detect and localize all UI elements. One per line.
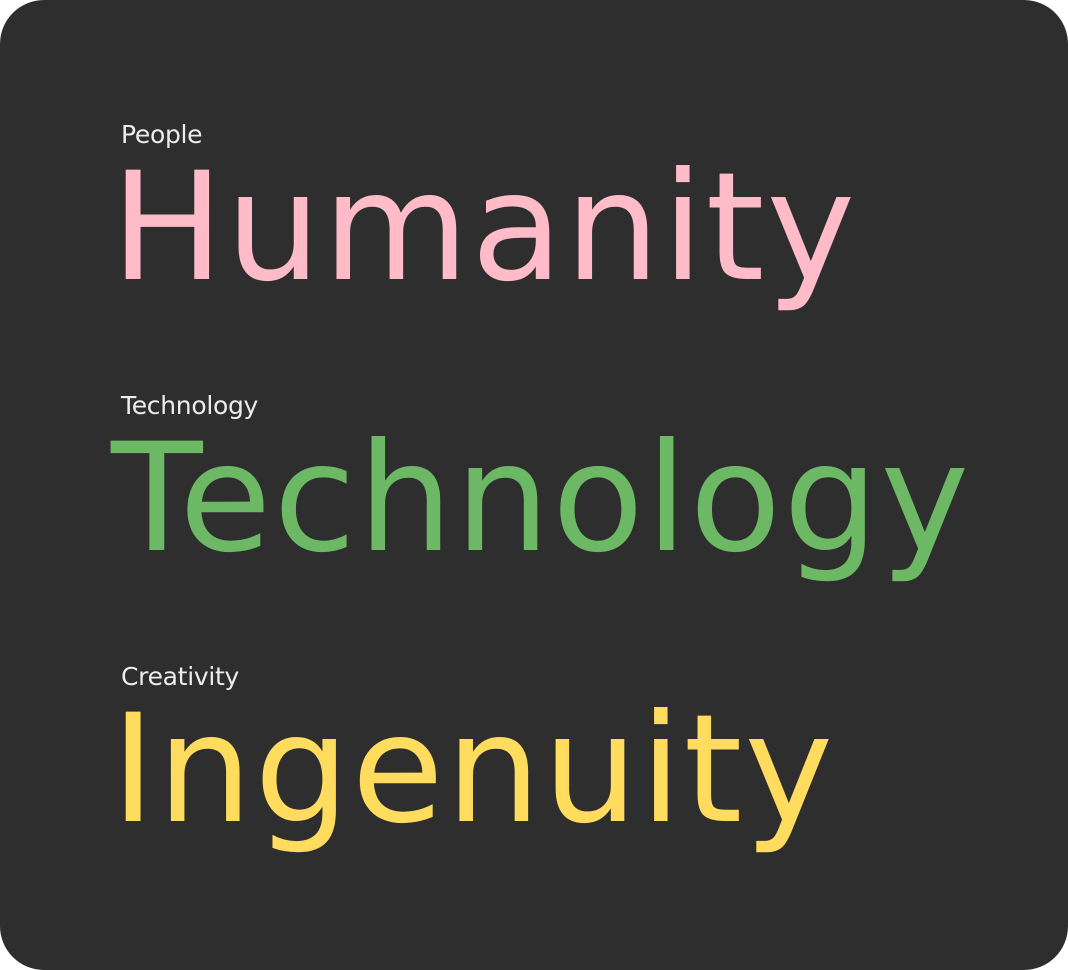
- value-word-technology: Technology: [111, 412, 972, 586]
- category-label-creativity: Creativity: [121, 662, 239, 691]
- value-group-humanity: People Humanity: [111, 120, 857, 303]
- value-word-humanity: Humanity: [111, 141, 858, 315]
- value-word-ingenuity: Ingenuity: [111, 683, 836, 857]
- category-label-technology: Technology: [121, 391, 259, 420]
- category-label-people: People: [121, 120, 203, 149]
- value-group-technology: Technology Technology: [111, 391, 971, 574]
- value-group-ingenuity: Creativity Ingenuity: [111, 662, 835, 845]
